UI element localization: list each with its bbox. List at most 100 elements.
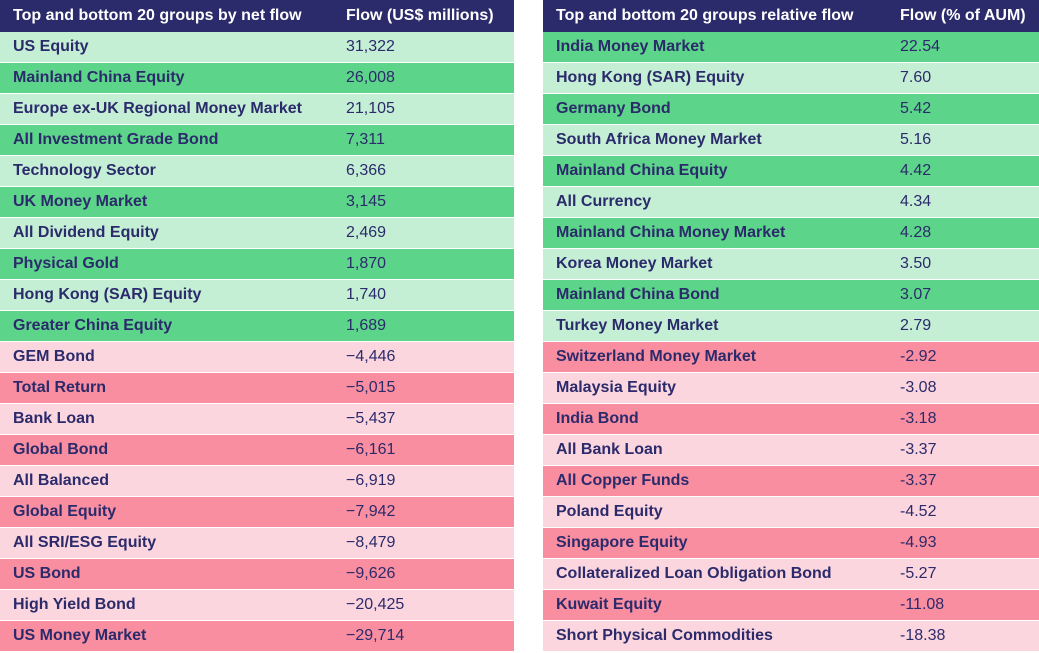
header-group-label: Top and bottom 20 groups by net flow — [13, 7, 302, 24]
flow-value: 3.07 — [900, 286, 932, 303]
group-name: All Balanced — [13, 472, 110, 489]
group-name: All Bank Loan — [556, 441, 663, 458]
table-row: Hong Kong (SAR) Equity 7.60 — [543, 63, 1039, 94]
table-row: South Africa Money Market 5.16 — [543, 125, 1039, 156]
flow-value: 4.42 — [900, 162, 932, 179]
table-row: GEM Bond −4,446 — [0, 342, 514, 373]
table-row: Greater China Equity 1,689 — [0, 311, 514, 342]
group-name: UK Money Market — [13, 193, 148, 210]
group-name: India Money Market — [556, 38, 705, 55]
group-name: Kuwait Equity — [556, 596, 662, 613]
table-row: High Yield Bond −20,425 — [0, 590, 514, 621]
group-name: Poland Equity — [556, 503, 663, 520]
group-name: High Yield Bond — [13, 596, 136, 613]
table-row: UK Money Market 3,145 — [0, 187, 514, 218]
flow-value: 7.60 — [900, 69, 932, 86]
table-row: Collateralized Loan Obligation Bond -5.27 — [543, 559, 1039, 590]
flow-value: 3,145 — [346, 193, 387, 210]
net-flow-table-body: US Equity 31,322 Mainland China Equity 26,0… — [0, 32, 514, 652]
table-row: Turkey Money Market 2.79 — [543, 311, 1039, 342]
group-name: Switzerland Money Market — [556, 348, 757, 365]
table-row: All SRI/ESG Equity −8,479 — [0, 528, 514, 559]
group-name: Mainland China Equity — [556, 162, 728, 179]
flow-value: 21,105 — [346, 100, 395, 117]
group-name: India Bond — [556, 410, 639, 427]
header-value-label: Flow (US$ millions) — [346, 7, 494, 24]
table-row: Switzerland Money Market -2.92 — [543, 342, 1039, 373]
table-row: Malaysia Equity -3.08 — [543, 373, 1039, 404]
flow-value: -3.08 — [900, 379, 937, 396]
flow-value: -18.38 — [900, 627, 946, 644]
table-row: Kuwait Equity -11.08 — [543, 590, 1039, 621]
flow-value: 1,689 — [346, 317, 387, 334]
table-row: All Dividend Equity 2,469 — [0, 218, 514, 249]
group-name: All Investment Grade Bond — [13, 131, 219, 148]
group-name: Europe ex-UK Regional Money Market — [13, 100, 302, 117]
table-row: Europe ex-UK Regional Money Market 21,105 — [0, 94, 514, 125]
table-row: Poland Equity -4.52 — [543, 497, 1039, 528]
table-row: Korea Money Market 3.50 — [543, 249, 1039, 280]
flow-value: 4.34 — [900, 193, 932, 210]
flow-value: −5,015 — [346, 379, 396, 396]
table-row: All Bank Loan -3.37 — [543, 435, 1039, 466]
table-row: India Bond -3.18 — [543, 404, 1039, 435]
flow-value: −20,425 — [346, 596, 405, 613]
flow-value: −6,919 — [346, 472, 396, 489]
flow-value: 4.28 — [900, 224, 932, 241]
flow-value: 1,870 — [346, 255, 387, 272]
group-name: Technology Sector — [13, 162, 156, 179]
group-name: Physical Gold — [13, 255, 119, 272]
table-row: All Investment Grade Bond 7,311 — [0, 125, 514, 156]
group-name: Total Return — [13, 379, 107, 396]
group-name: All Dividend Equity — [13, 224, 159, 241]
flow-value: −8,479 — [346, 534, 396, 551]
group-name: Hong Kong (SAR) Equity — [13, 286, 202, 303]
group-name: GEM Bond — [13, 348, 95, 365]
relative-flow-table-body: India Money Market 22.54 Hong Kong (SAR) E… — [543, 32, 1039, 652]
table-row: Global Equity −7,942 — [0, 497, 514, 528]
flow-value: 3.50 — [900, 255, 932, 272]
flow-value: 6,366 — [346, 162, 387, 179]
group-name: Malaysia Equity — [556, 379, 677, 396]
flow-value: -4.52 — [900, 503, 937, 520]
group-name: All Currency — [556, 193, 652, 210]
table-row: Global Bond −6,161 — [0, 435, 514, 466]
group-name: Collateralized Loan Obligation Bond — [556, 565, 832, 582]
table-row: US Money Market −29,714 — [0, 621, 514, 652]
flow-value: -11.08 — [900, 596, 945, 613]
group-name: Bank Loan — [13, 410, 95, 427]
group-name: All Copper Funds — [556, 472, 690, 489]
table-row: Technology Sector 6,366 — [0, 156, 514, 187]
table-row: All Currency 4.34 — [543, 187, 1039, 218]
group-name: Korea Money Market — [556, 255, 713, 272]
flow-value: -3.37 — [900, 441, 937, 458]
table-row: India Money Market 22.54 — [543, 32, 1039, 63]
flow-value: 5.42 — [900, 100, 932, 117]
group-name: Hong Kong (SAR) Equity — [556, 69, 745, 86]
table-row: US Equity 31,322 — [0, 32, 514, 63]
group-name: Mainland China Equity — [13, 69, 185, 86]
flow-value: -3.37 — [900, 472, 937, 489]
relative-flow-table: Top and bottom 20 groups relative flow F… — [543, 0, 1039, 652]
table-row: Total Return −5,015 — [0, 373, 514, 404]
table-row: Hong Kong (SAR) Equity 1,740 — [0, 280, 514, 311]
flow-value: −4,446 — [346, 348, 396, 365]
table-row: Mainland China Money Market 4.28 — [543, 218, 1039, 249]
flow-value: −7,942 — [346, 503, 396, 520]
flow-value: 2,469 — [346, 224, 387, 241]
group-name: US Money Market — [13, 627, 147, 644]
group-name: Singapore Equity — [556, 534, 688, 551]
table-row: Singapore Equity -4.93 — [543, 528, 1039, 559]
group-name: Mainland China Money Market — [556, 224, 786, 241]
group-name: All SRI/ESG Equity — [13, 534, 157, 551]
flow-value: 1,740 — [346, 286, 387, 303]
table-row: Bank Loan −5,437 — [0, 404, 514, 435]
flow-value: 26,008 — [346, 69, 395, 86]
flow-value: −29,714 — [346, 627, 405, 644]
group-name: Mainland China Bond — [556, 286, 720, 303]
table-row: Mainland China Bond 3.07 — [543, 280, 1039, 311]
group-name: Germany Bond — [556, 100, 671, 117]
flow-value: -5.27 — [900, 565, 937, 582]
group-name: US Equity — [13, 38, 89, 55]
